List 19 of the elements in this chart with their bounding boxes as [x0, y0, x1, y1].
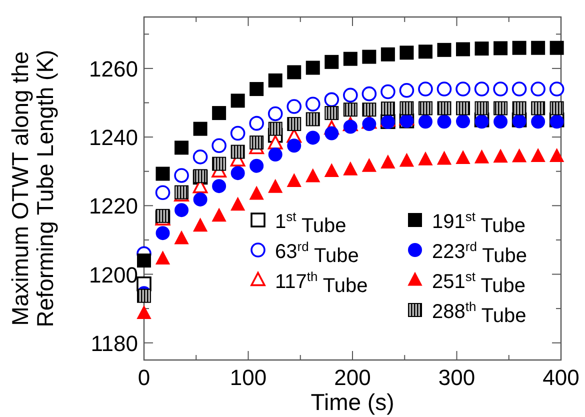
x-tick-label: 100 [230, 365, 267, 390]
legend-label: 63$^{rd}$ Tube [275, 238, 359, 267]
y-axis-title: Maximum OTWT along the Reforming Tube Length (K) [7, 50, 58, 328]
legend-label: 1$^{st}$ Tube [275, 208, 346, 237]
x-tick-label: 300 [438, 365, 476, 390]
y-tick-label: 1240 [89, 125, 138, 150]
y-tick-label: 1220 [89, 194, 138, 219]
legend-label: 251$^{st}$ Tube [432, 268, 526, 297]
x-tick-label: 400 [542, 365, 580, 390]
x-axis-title: Time (s) [310, 389, 394, 415]
x-tick-label: 200 [334, 365, 371, 390]
y-tick-label: 1200 [89, 262, 138, 288]
legend-label: 191$^{st}$ Tube [432, 208, 526, 237]
legend-label: 223$^{rd}$ Tube [432, 238, 527, 267]
y-tick-label: 1180 [90, 330, 138, 356]
y-tick-label: 1260 [89, 56, 138, 82]
legend-label: 117$^{th}$ Tube [275, 268, 368, 297]
legend-label: 288$^{th}$ Tube [432, 298, 526, 327]
x-tick-label: 0 [138, 365, 150, 390]
